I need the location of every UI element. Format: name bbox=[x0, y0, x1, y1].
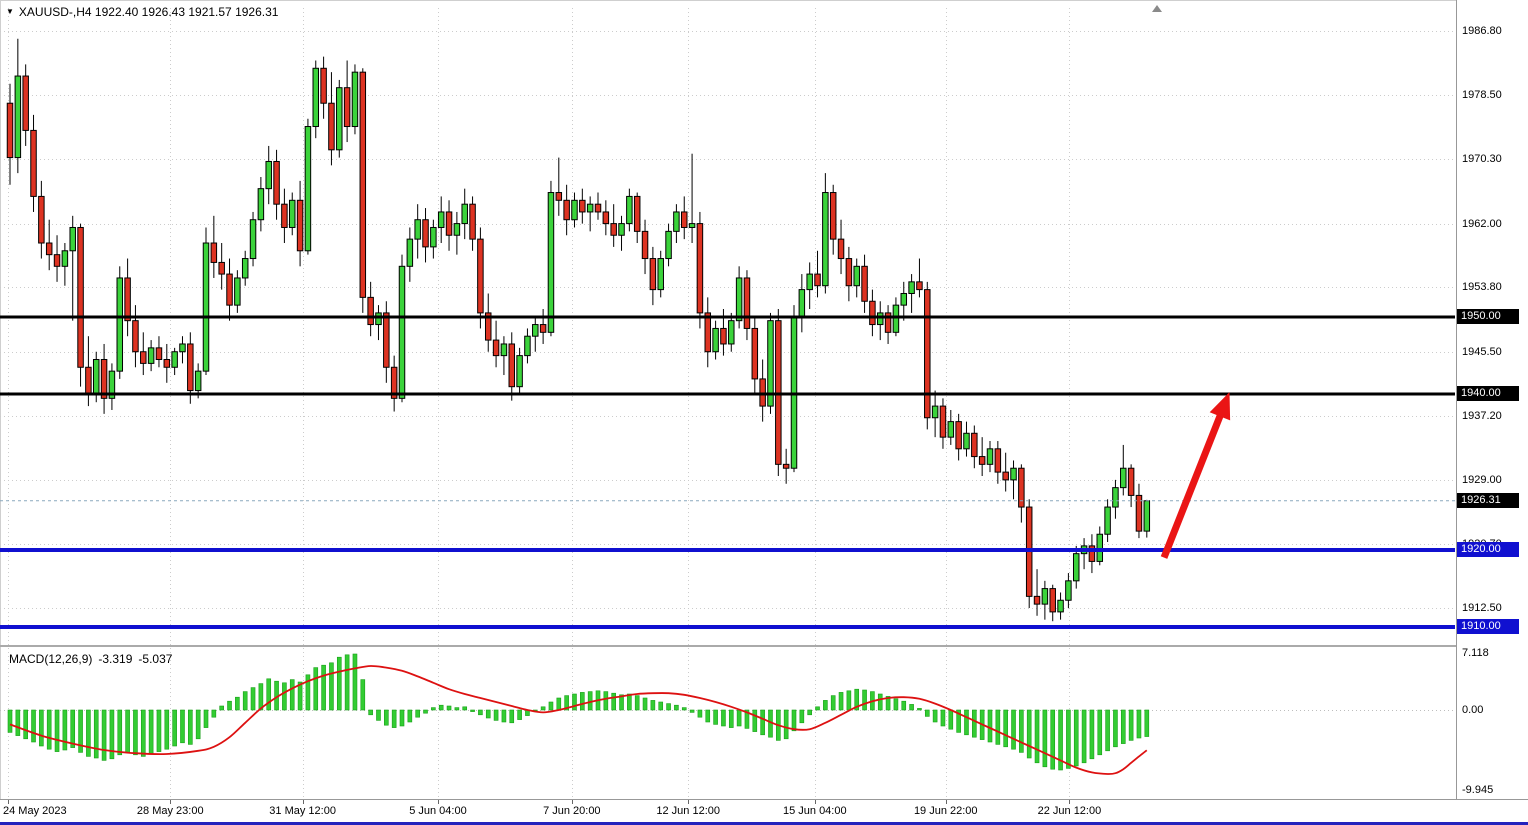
chart-title: ▼ XAUUSD-,H4 1922.40 1926.43 1921.57 192… bbox=[6, 5, 278, 19]
macd-signal-line bbox=[9, 665, 1148, 775]
macd-tick-label: -9.945 bbox=[1462, 783, 1494, 796]
time-tick-label: 15 Jun 04:00 bbox=[782, 805, 847, 817]
dropdown-icon: ▼ bbox=[6, 7, 14, 16]
macd-name: MACD(12,26,9) bbox=[9, 652, 93, 666]
chart-shift-marker-icon[interactable] bbox=[1152, 5, 1162, 12]
price-tick-label: 1962.00 bbox=[1462, 217, 1502, 230]
price-badge: 1950.00 bbox=[1457, 308, 1519, 324]
price-tick-label: 1970.30 bbox=[1462, 153, 1502, 166]
time-tick-label: 5 Jun 04:00 bbox=[409, 805, 467, 817]
grid-lines bbox=[0, 8, 1455, 797]
window-bottom-border bbox=[0, 822, 1528, 825]
panel-divider[interactable] bbox=[0, 645, 1456, 647]
symbol-ohlc-text: XAUUSD-,H4 1922.40 1926.43 1921.57 1926.… bbox=[18, 5, 279, 19]
price-tick-label: 1986.80 bbox=[1462, 25, 1502, 37]
price-tick-label: 1912.50 bbox=[1462, 602, 1502, 614]
time-tick-mark bbox=[170, 800, 171, 804]
macd-histogram bbox=[7, 653, 1150, 771]
macd-signal-value: -5.037 bbox=[138, 652, 173, 666]
price-badge: 1940.00 bbox=[1457, 386, 1519, 402]
price-tick-label: 1937.20 bbox=[1462, 410, 1502, 423]
candlesticks bbox=[6, 38, 1151, 622]
time-tick-mark bbox=[815, 800, 816, 804]
macd-value: -3.319 bbox=[98, 652, 133, 666]
macd-indicator-label: MACD(12,26,9) -3.319 -5.037 bbox=[9, 652, 178, 666]
time-tick-label: 22 Jun 12:00 bbox=[1037, 805, 1102, 817]
time-tick-mark bbox=[946, 800, 947, 804]
price-axis[interactable]: 1986.80 1978.50 1970.30 1962.00 1953.80 1945.… bbox=[1456, 0, 1528, 799]
time-tick-mark bbox=[688, 800, 689, 804]
time-tick-label: 12 Jun 12:00 bbox=[656, 805, 721, 817]
horizontal-level-lines[interactable] bbox=[0, 315, 1455, 629]
time-tick-label: 7 Jun 20:00 bbox=[543, 805, 601, 817]
price-badge: 1920.00 bbox=[1457, 541, 1519, 557]
price-badge: 1926.31 bbox=[1457, 492, 1519, 508]
time-tick-label: 24 May 2023 bbox=[3, 805, 67, 817]
time-tick-mark bbox=[572, 800, 573, 804]
time-tick-label: 19 Jun 22:00 bbox=[913, 805, 978, 817]
price-tick-label: 1953.80 bbox=[1462, 281, 1502, 294]
time-tick-mark bbox=[8, 800, 9, 804]
price-badge: 1910.00 bbox=[1457, 619, 1519, 635]
price-tick-label: 1929.00 bbox=[1462, 473, 1502, 486]
time-tick-label: 28 May 23:00 bbox=[136, 805, 204, 817]
macd-tick-label: 7.118 bbox=[1462, 647, 1489, 660]
price-tick-label: 1945.50 bbox=[1462, 345, 1502, 358]
time-tick-label: 31 May 12:00 bbox=[269, 805, 336, 817]
time-tick-mark bbox=[303, 800, 304, 804]
time-tick-mark bbox=[1069, 800, 1070, 804]
price-tick-label: 1978.50 bbox=[1462, 89, 1502, 102]
time-axis[interactable]: 24 May 2023 28 May 23:00 31 May 12:00 5 Jun… bbox=[0, 799, 1528, 823]
trend-arrow-annotation[interactable] bbox=[1160, 392, 1231, 559]
macd-tick-label: 0.00 bbox=[1462, 704, 1484, 716]
time-tick-mark bbox=[438, 800, 439, 804]
